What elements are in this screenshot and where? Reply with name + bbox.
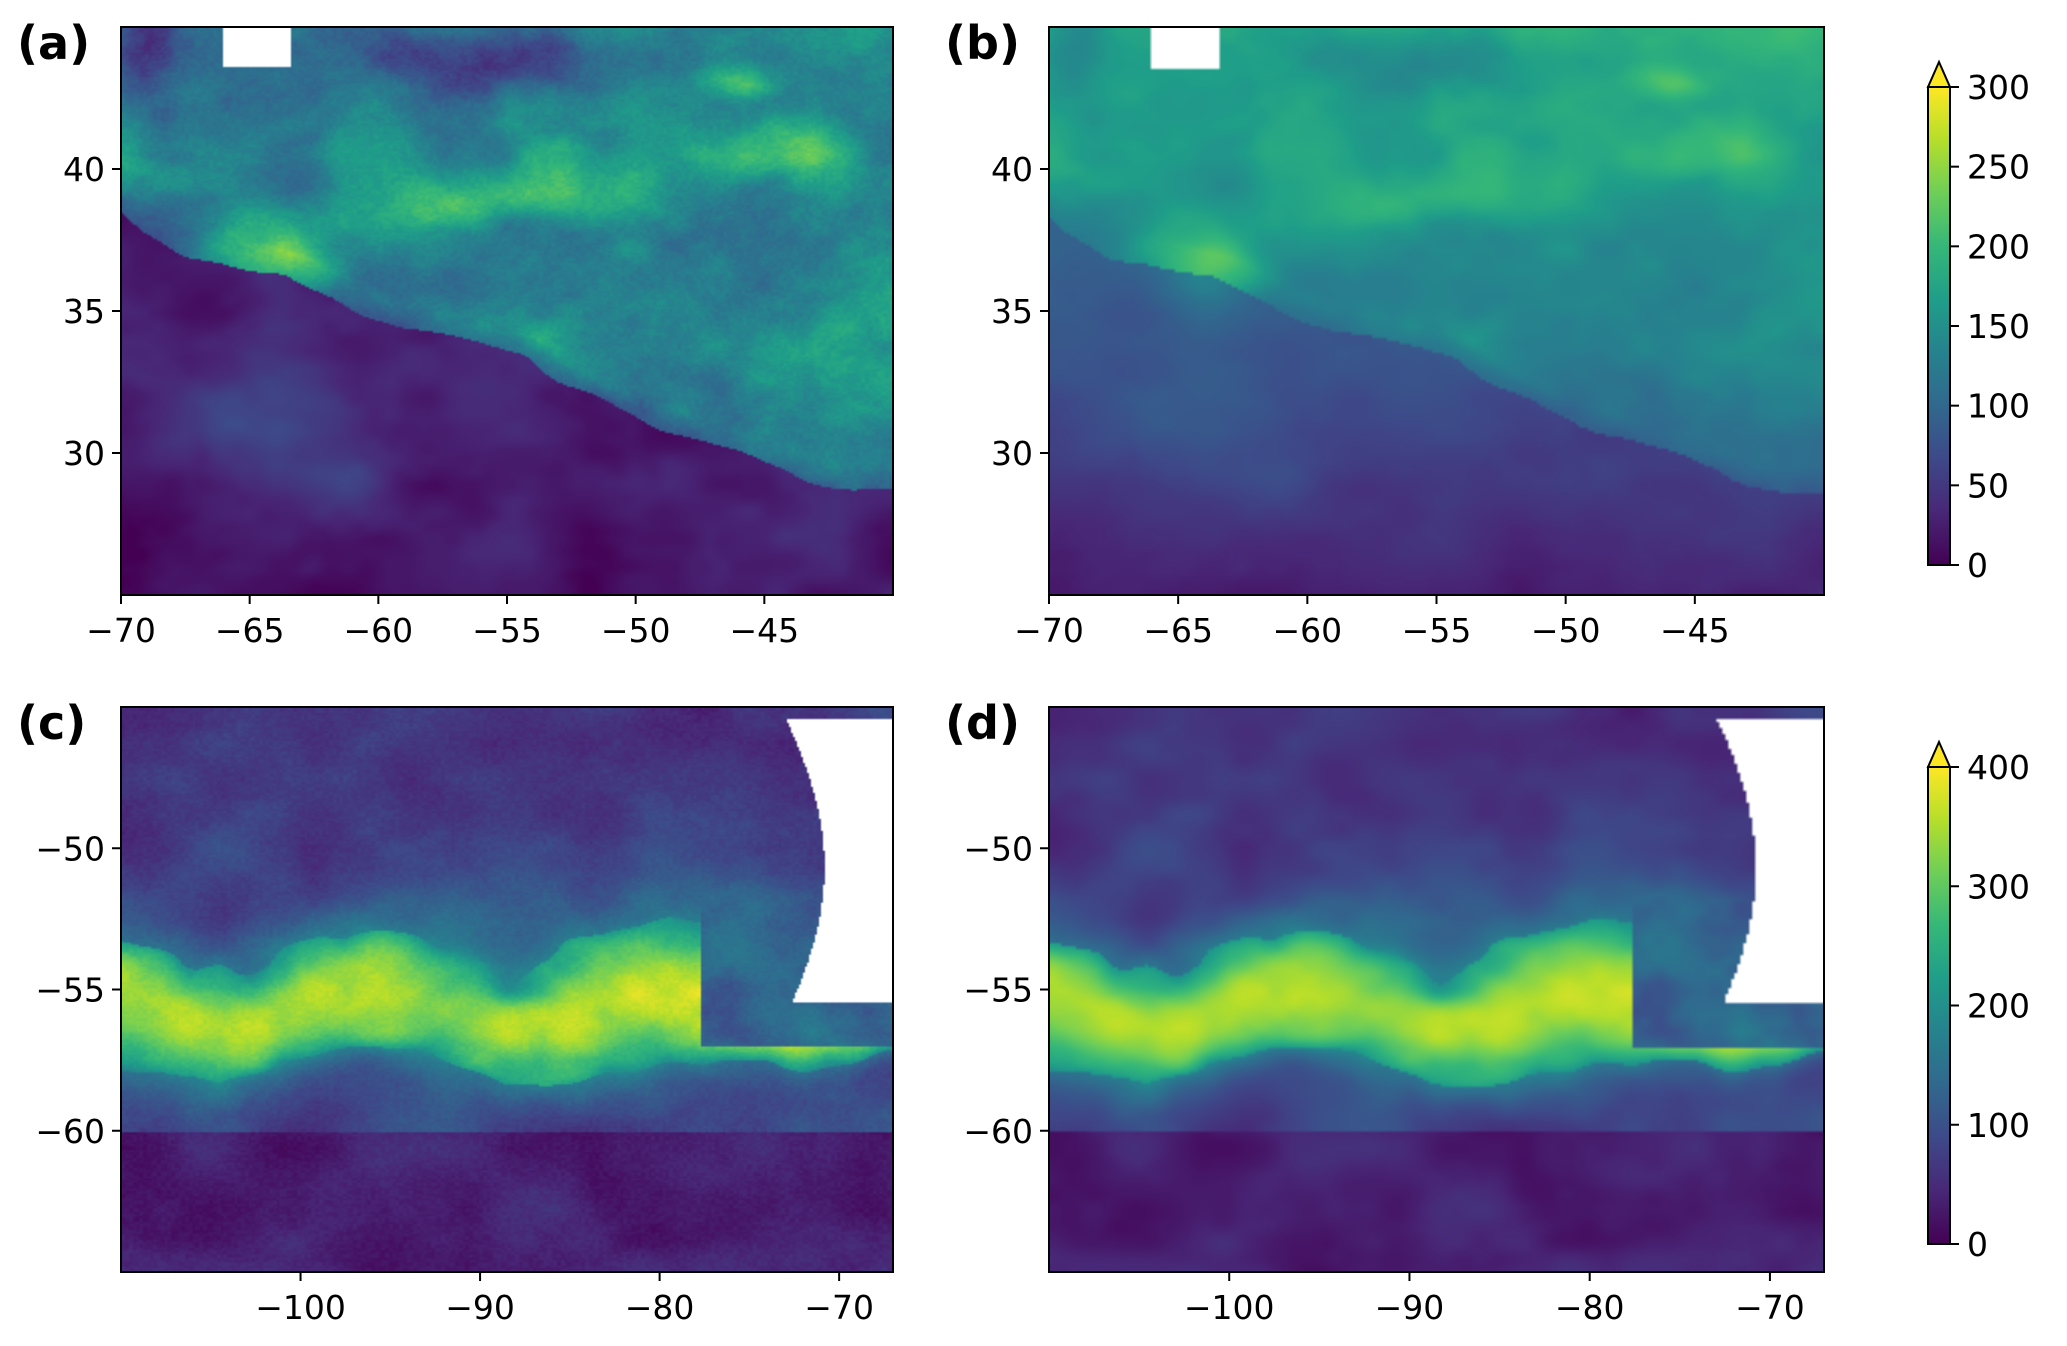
panel-label: (c) xyxy=(17,696,86,750)
y-tick-label: 40 xyxy=(991,150,1033,189)
x-tick-label: −70 xyxy=(1735,1288,1805,1327)
y-tick-label: 30 xyxy=(991,434,1033,473)
panel-d: (d) −100 −90 −80 −70 −60 −55 −50 xyxy=(945,696,1825,1327)
panels: (a) −70 −65 −60 −55 −50 −45 30 35 40 (b) −70 −65 −60 −… xyxy=(17,16,1825,1327)
x-tick-label: −70 xyxy=(1014,611,1084,650)
colorbar-tick-label: 400 xyxy=(1967,748,2030,787)
heatmap-image xyxy=(1049,27,1824,595)
y-tick-label: −60 xyxy=(35,1112,105,1151)
x-tick-label: −50 xyxy=(601,611,671,650)
colorbar-tick-label: 250 xyxy=(1967,148,2030,187)
x-tick-label: −55 xyxy=(1402,611,1472,650)
x-tick-label: −100 xyxy=(1184,1288,1275,1327)
x-tick-label: −70 xyxy=(804,1288,874,1327)
panel-label: (b) xyxy=(945,16,1020,70)
colorbar-tick-label: 300 xyxy=(1967,68,2030,107)
y-tick-label: −55 xyxy=(963,971,1033,1010)
x-tick-label: −50 xyxy=(1531,611,1601,650)
heatmap-image xyxy=(121,707,893,1272)
y-tick-label: 40 xyxy=(63,150,105,189)
x-tick-label: −90 xyxy=(1375,1288,1445,1327)
panel-a: (a) −70 −65 −60 −55 −50 −45 30 35 40 xyxy=(17,16,894,650)
colorbars: 0 50 100 150 200 250 300 0 100 200 300 400 xyxy=(1926,59,2030,1264)
colorbar-top: 0 50 100 150 200 250 300 xyxy=(1926,59,2030,585)
x-tick-label: −90 xyxy=(445,1288,515,1327)
x-tick-label: −45 xyxy=(1660,611,1730,650)
colorbar-gradient xyxy=(1928,767,1950,1244)
colorbar-tick-label: 0 xyxy=(1967,1225,1988,1264)
panel-label: (a) xyxy=(17,16,90,70)
x-tick-label: −80 xyxy=(1555,1288,1625,1327)
colorbar-gradient xyxy=(1928,87,1950,565)
x-tick-label: −65 xyxy=(1143,611,1213,650)
x-tick-label: −80 xyxy=(625,1288,695,1327)
colorbar-tick-label: 150 xyxy=(1967,307,2030,346)
colorbar-tick-label: 0 xyxy=(1967,546,1988,585)
y-tick-label: 35 xyxy=(63,292,105,331)
x-tick-label: −55 xyxy=(472,611,542,650)
y-tick-label: −60 xyxy=(963,1112,1033,1151)
colorbar-tick-label: 100 xyxy=(1967,387,2030,426)
x-tick-label: −100 xyxy=(255,1288,346,1327)
x-tick-label: −60 xyxy=(1273,611,1343,650)
panel-b: (b) −70 −65 −60 −55 −50 −45 30 35 40 xyxy=(945,16,1825,650)
y-tick-label: 35 xyxy=(991,292,1033,331)
colorbar-extend-arrow xyxy=(1926,739,1952,768)
heatmap-image xyxy=(1049,707,1824,1272)
colorbar-tick-label: 100 xyxy=(1967,1106,2030,1145)
colorbar-bottom: 0 100 200 300 400 xyxy=(1926,739,2030,1264)
panel-c: (c) −100 −90 −80 −70 −60 −55 −50 xyxy=(17,696,894,1327)
x-tick-label: −45 xyxy=(730,611,800,650)
colorbar-tick-label: 200 xyxy=(1967,227,2030,266)
y-tick-label: 30 xyxy=(63,434,105,473)
y-tick-label: −50 xyxy=(35,829,105,868)
x-tick-label: −70 xyxy=(86,611,156,650)
x-tick-label: −65 xyxy=(215,611,285,650)
x-tick-label: −60 xyxy=(344,611,414,650)
y-tick-label: −50 xyxy=(963,829,1033,868)
colorbar-tick-label: 300 xyxy=(1967,867,2030,906)
colorbar-tick-label: 200 xyxy=(1967,987,2030,1026)
colorbar-tick-label: 50 xyxy=(1967,466,2009,505)
colorbar-extend-arrow xyxy=(1926,59,1952,88)
y-tick-label: −55 xyxy=(35,971,105,1010)
heatmap-image xyxy=(121,27,893,595)
panel-label: (d) xyxy=(945,696,1020,750)
